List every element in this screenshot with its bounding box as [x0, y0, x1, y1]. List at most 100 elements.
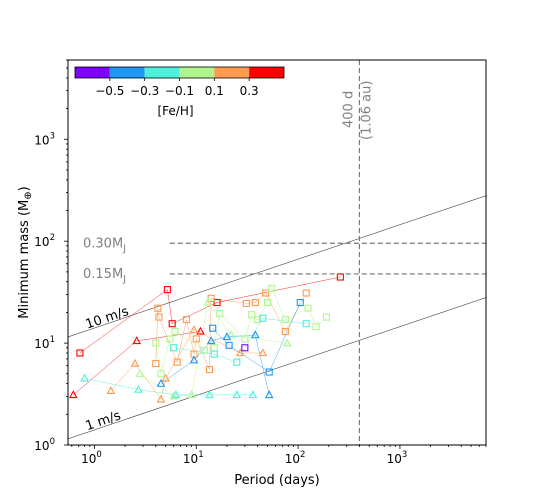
data-point-square: [281, 316, 289, 324]
data-point-triangle: [156, 378, 166, 387]
data-point-triangle: [130, 358, 140, 367]
colorbar-bin: [109, 67, 145, 78]
data-point-triangle: [80, 373, 89, 382]
x-tick-label: 103: [387, 450, 408, 466]
system-line-5: [155, 287, 327, 374]
data-point-triangle: [206, 336, 216, 345]
data-point-triangle: [132, 336, 142, 345]
data-point-triangle: [156, 394, 166, 403]
x-tick-label: 102: [285, 450, 306, 466]
x-tick-label: 101: [183, 450, 204, 466]
data-point-square: [336, 273, 344, 281]
data-point-square: [205, 366, 214, 374]
plot-frame: [67, 59, 487, 446]
reference-line-2: [68, 297, 486, 440]
data-point-square: [213, 298, 221, 307]
data-point-triangle: [68, 390, 78, 399]
plot-area: [68, 60, 486, 445]
data-point-square: [296, 298, 304, 307]
data-point-square: [192, 335, 200, 343]
data-point-triangle: [189, 355, 199, 364]
data-point-square: [262, 289, 270, 297]
colorbar-tick-label: −0.5: [95, 84, 124, 98]
hline-label-2: 0.15MJ: [83, 267, 126, 285]
data-point-square: [166, 335, 174, 343]
data-point-square: [154, 304, 162, 312]
data-point-square: [233, 358, 241, 366]
data-point-triangle: [222, 332, 232, 341]
data-point-square: [302, 320, 310, 328]
data-point-triangle: [226, 330, 236, 339]
system-line-1: [79, 276, 341, 354]
data-point-triangle: [232, 390, 242, 399]
hline-label-1: 0.30MJ: [83, 236, 126, 254]
colorbar-tick-label: 0.1: [205, 84, 224, 98]
data-point-square: [173, 358, 181, 366]
colorbar-title: [Fe/H]: [157, 104, 193, 118]
system-line-7: [173, 318, 307, 363]
data-point-triangle: [196, 326, 205, 335]
system-line-3: [155, 292, 307, 370]
system-line-8: [84, 378, 253, 396]
y-tick-label: 101: [34, 335, 55, 351]
system-line-2: [73, 331, 201, 396]
data-point-square: [241, 335, 249, 343]
system-line-9: [212, 302, 301, 373]
colorbar-bin: [144, 67, 180, 78]
data-point-square: [171, 327, 179, 336]
colorbar-tick-label: −0.3: [130, 84, 159, 98]
data-point-square: [251, 298, 259, 307]
data-point-square: [242, 299, 250, 307]
data-point-square: [168, 320, 176, 328]
data-point-square: [304, 304, 312, 312]
data-point-square: [152, 339, 160, 347]
data-point-square: [209, 324, 217, 332]
system-line-10: [160, 334, 270, 395]
y-tick-label: 103: [34, 131, 55, 147]
data-point-triangle: [135, 369, 145, 377]
data-point-square: [200, 346, 208, 354]
data-point-triangle: [161, 373, 170, 382]
data-point-square: [263, 298, 272, 307]
reference-line-1: [68, 195, 486, 338]
data-point-square: [225, 341, 233, 349]
data-point-square: [157, 370, 165, 378]
y-tick-label: 100: [34, 437, 55, 453]
colorbar-tick-label: 0.3: [240, 84, 259, 98]
x-tick-label: 100: [81, 450, 102, 466]
data-point-triangle: [250, 330, 260, 339]
data-point-triangle: [264, 390, 274, 399]
y-axis-label: Minimum mass (M⊕): [17, 186, 34, 318]
data-point-square: [216, 309, 224, 318]
data-point-square: [152, 359, 160, 368]
colorbar-bin: [75, 67, 110, 78]
data-point-square: [76, 349, 84, 357]
colorbar-bin: [179, 67, 215, 78]
data-point-triangle: [203, 297, 213, 306]
data-point-square: [312, 323, 320, 331]
data-point-triangle: [134, 384, 143, 393]
data-point-triangle: [171, 390, 181, 399]
data-point-square: [182, 316, 190, 324]
data-point-triangle: [189, 325, 199, 333]
vline-label-line2: (1.06 au): [359, 81, 374, 140]
data-point-square: [259, 314, 267, 322]
data-point-triangle: [205, 390, 214, 399]
data-point-square: [248, 311, 256, 319]
vline-label-line1: 400 d: [341, 91, 356, 128]
data-point-square: [268, 284, 276, 292]
data-point-square: [170, 344, 178, 352]
x-axis-label: Period (days): [234, 473, 320, 488]
data-point-triangle: [235, 348, 245, 357]
system-line-6: [139, 301, 288, 397]
data-point-triangle: [282, 338, 292, 347]
data-point-triangle: [187, 390, 196, 399]
data-point-square: [163, 286, 171, 294]
data-point-square: [265, 368, 273, 376]
data-point-triangle: [106, 386, 116, 394]
y-tick-label: 102: [34, 233, 55, 249]
data-point-square: [254, 316, 262, 324]
data-point-triangle: [169, 391, 179, 400]
colorbar-bin: [249, 67, 284, 78]
